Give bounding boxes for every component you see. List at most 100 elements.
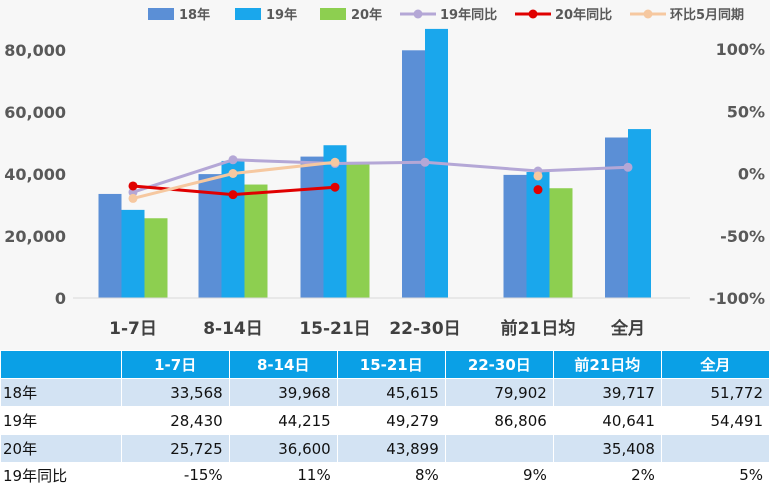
table-cell: 54,491 bbox=[660, 406, 770, 435]
point-20年同比-15-21日 bbox=[330, 182, 340, 192]
bar-19年-全月 bbox=[628, 129, 651, 298]
table-cell: 33,568 bbox=[120, 378, 230, 407]
x-tick-label: 22-30日 bbox=[389, 319, 460, 339]
point-20年同比-前21日均 bbox=[533, 185, 543, 195]
bar-series-group bbox=[98, 28, 651, 299]
bar-20年-15-21日 bbox=[346, 161, 370, 298]
legend-label: 19年同比 bbox=[440, 7, 497, 23]
x-tick-label: 8-14日 bbox=[203, 319, 263, 339]
point-环比5月同期-15-21日 bbox=[330, 157, 340, 167]
table-cell: 11% bbox=[228, 462, 338, 488]
row-label: 19年同比 bbox=[0, 462, 122, 488]
point-20年同比-1-7日 bbox=[128, 181, 138, 191]
table-row: 20年 25,725 36,600 43,899 35,408 bbox=[0, 434, 770, 463]
x-tick-label: 前21日均 bbox=[501, 318, 576, 339]
y-right-tick-label: 100% bbox=[716, 40, 765, 59]
x-axis-labels: 1-7日 8-14日 15-21日 22-30日 前21日均 全月 bbox=[109, 318, 645, 339]
table-header-cell bbox=[0, 350, 122, 379]
legend-marker-19年同比 bbox=[413, 9, 423, 19]
legend-label: 18年 bbox=[179, 7, 210, 23]
point-19年同比-全月 bbox=[623, 162, 633, 172]
row-label: 18年 bbox=[0, 378, 122, 407]
table-cell: 44,215 bbox=[228, 406, 338, 435]
table-row: 19年同比 -15% 11% 8% 9% 2% 5% bbox=[0, 462, 770, 488]
table-cell: 86,806 bbox=[444, 406, 554, 435]
x-tick-label: 全月 bbox=[610, 318, 645, 339]
legend-swatch-19年 bbox=[235, 8, 261, 20]
y-right-tick-label: 0% bbox=[738, 165, 765, 184]
bar-19年-前21日均 bbox=[526, 172, 550, 298]
table-cell: 8% bbox=[336, 462, 446, 488]
point-19年同比-1-7日 bbox=[128, 187, 138, 197]
table-cell: 25,725 bbox=[120, 434, 230, 463]
row-label: 20年 bbox=[0, 434, 122, 463]
table-cell: -15% bbox=[120, 462, 230, 488]
line-series-group bbox=[128, 155, 633, 203]
table-header-cell: 22-30日 bbox=[444, 350, 554, 379]
table-cell: 9% bbox=[444, 462, 554, 488]
table-row: 18年 33,568 39,968 45,615 79,902 39,717 5… bbox=[0, 378, 770, 407]
y-right-tick-label: 50% bbox=[727, 102, 765, 121]
bar-20年-8-14日 bbox=[244, 184, 268, 298]
y-left-tick-label: 0 bbox=[55, 289, 66, 308]
point-环比5月同期-前21日均 bbox=[533, 171, 543, 181]
y-right-tick-label: -100% bbox=[709, 289, 765, 308]
y-left-tick-label: 40,000 bbox=[4, 165, 66, 184]
legend: 18年 19年 20年 19年同比 20年同比 环比5月同期 bbox=[148, 7, 744, 23]
bar-18年-全月 bbox=[605, 137, 628, 298]
y-left-tick-label: 80,000 bbox=[4, 41, 66, 60]
point-20年同比-8-14日 bbox=[228, 190, 238, 200]
bar-19年-15-21日 bbox=[323, 145, 347, 298]
y-axis-right: -100% -50% 0% 50% 100% bbox=[709, 40, 765, 308]
table-cell: 51,772 bbox=[660, 378, 770, 407]
table-cell: 39,717 bbox=[552, 378, 662, 407]
table-header-cell: 全月 bbox=[660, 350, 770, 379]
x-tick-label: 1-7日 bbox=[109, 319, 157, 339]
bar-18年-前21日均 bbox=[503, 174, 527, 298]
table-cell: 35,408 bbox=[552, 434, 662, 463]
table-row: 19年 28,430 44,215 49,279 86,806 40,641 5… bbox=[0, 406, 770, 435]
table-header-cell: 8-14日 bbox=[228, 350, 338, 379]
bar-18年-15-21日 bbox=[300, 156, 324, 298]
line-19年同比 bbox=[132, 158, 629, 194]
bar-18年-22-30日 bbox=[402, 50, 425, 298]
table-header-cell: 前21日均 bbox=[552, 350, 662, 379]
table-header-cell: 1-7日 bbox=[120, 350, 230, 379]
table-cell bbox=[660, 434, 770, 463]
point-19年同比-8-14日 bbox=[228, 155, 238, 165]
legend-swatch-18年 bbox=[148, 8, 174, 20]
table-header-row: 1-7日 8-14日 15-21日 22-30日 前21日均 全月 bbox=[0, 350, 770, 379]
point-环比5月同期-1-7日 bbox=[128, 193, 138, 203]
bar-18年-8-14日 bbox=[198, 174, 222, 298]
bar-20年-1-7日 bbox=[144, 218, 168, 298]
bar-18年-1-7日 bbox=[98, 193, 122, 298]
legend-label: 19年 bbox=[266, 7, 297, 23]
legend-marker-环比5月同期 bbox=[643, 9, 653, 19]
bar-19年-8-14日 bbox=[221, 160, 245, 298]
combo-chart: 18年 19年 20年 19年同比 20年同比 环比5月同期 0 20,000 40,000 6… bbox=[4, 7, 765, 339]
table-cell: 36,600 bbox=[228, 434, 338, 463]
chart-area: 18年 19年 20年 19年同比 20年同比 环比5月同期 0 20,000 40,000 6… bbox=[4, 7, 765, 339]
row-label: 19年 bbox=[0, 406, 122, 435]
point-环比5月同期-8-14日 bbox=[228, 169, 238, 178]
legend-label: 环比5月同期 bbox=[670, 7, 744, 23]
table-cell: 28,430 bbox=[120, 406, 230, 435]
table-cell: 43,899 bbox=[336, 434, 446, 463]
y-left-tick-label: 60,000 bbox=[4, 103, 66, 122]
table-cell bbox=[444, 434, 554, 463]
legend-marker-20年同比 bbox=[528, 9, 538, 19]
table-header-cell: 15-21日 bbox=[336, 350, 446, 379]
y-right-tick-label: -50% bbox=[720, 227, 765, 246]
bar-20年-前21日均 bbox=[549, 188, 573, 298]
table-cell: 5% bbox=[660, 462, 770, 488]
y-axis-left: 0 20,000 40,000 60,000 80,000 bbox=[4, 41, 66, 308]
x-tick-label: 15-21日 bbox=[299, 319, 370, 339]
table-cell: 49,279 bbox=[336, 406, 446, 435]
legend-label: 20年 bbox=[351, 7, 382, 23]
legend-swatch-20年 bbox=[320, 8, 346, 20]
table-cell: 79,902 bbox=[444, 378, 554, 407]
table-cell: 39,968 bbox=[228, 378, 338, 407]
table-cell: 45,615 bbox=[336, 378, 446, 407]
data-table: 1-7日 8-14日 15-21日 22-30日 前21日均 全月 18年 33… bbox=[0, 350, 770, 488]
table-cell: 40,641 bbox=[552, 406, 662, 435]
